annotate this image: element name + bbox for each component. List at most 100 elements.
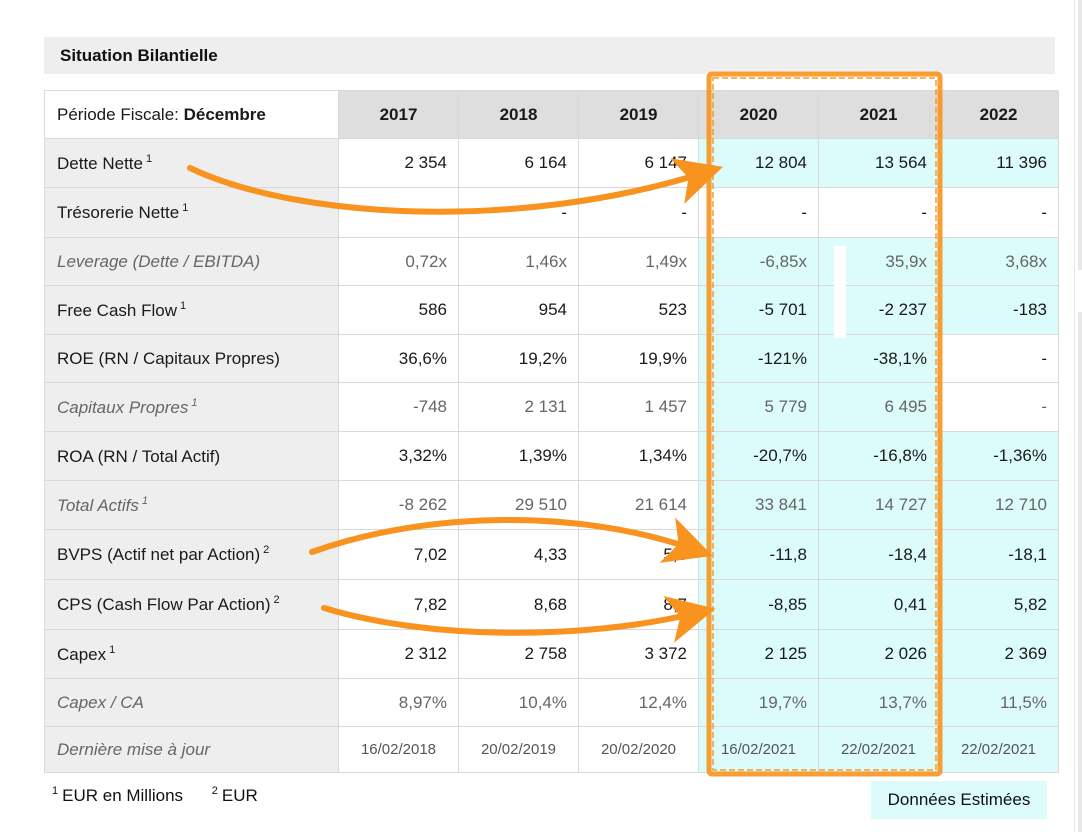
table-cell: 8,68 — [458, 579, 579, 630]
row-label: CPS (Cash Flow Par Action) 2 — [44, 579, 339, 630]
table-cell-estimated: 2 026 — [818, 629, 939, 679]
table-row: ROE (RN / Capitaux Propres) 36,6% 19,2% … — [44, 334, 1059, 383]
row-label-text: Capex / CA — [57, 693, 144, 712]
row-label: Capex 1 — [44, 629, 339, 679]
row-label-text: Capitaux Propres — [57, 397, 189, 417]
footnote-mark: 1 — [109, 643, 116, 656]
scrollbar-thumb[interactable] — [1078, 312, 1082, 832]
table-cell: 8,97% — [338, 678, 459, 727]
row-label: Total Actifs 1 — [44, 480, 339, 530]
table-cell: 29 510 — [458, 480, 579, 530]
table-cell: 1,49x — [578, 237, 699, 286]
table-cell-estimated: -1,36% — [938, 431, 1059, 481]
table-cell-estimated: 3,68x — [938, 237, 1059, 286]
scrollbar-thumb[interactable] — [1078, 0, 1082, 270]
fiscal-period-label: Période Fiscale: — [57, 104, 184, 124]
footnote-mark: 1 — [146, 152, 153, 165]
row-label-text: Dette Nette — [57, 153, 143, 173]
table-cell: 7,02 — [338, 529, 459, 580]
table-cell-estimated: 13,7% — [818, 678, 939, 727]
table-row: ROA (RN / Total Actif) 3,32% 1,39% 1,34%… — [44, 431, 1059, 481]
table-header-row: Période Fiscale: Décembre 2017 2018 2019… — [44, 90, 1059, 139]
table-cell: 36,6% — [338, 334, 459, 383]
table-cell: 4,33 — [458, 529, 579, 580]
table-cell: 3 372 — [578, 629, 699, 679]
footnote-mark: 1 — [191, 396, 198, 409]
table-cell-estimated: 12 804 — [698, 138, 819, 188]
table-cell: - — [938, 334, 1059, 383]
row-label: ROA (RN / Total Actif) — [44, 431, 339, 481]
table-cell: -8 262 — [338, 480, 459, 530]
table-row: Trésorerie Nette 1 - - - - - - — [44, 187, 1059, 238]
year-header: 2019 — [578, 90, 699, 139]
table-cell: - — [938, 382, 1059, 432]
table-cell-estimated: 16/02/2021 — [698, 726, 819, 773]
table-row: Dernière mise à jour 16/02/2018 20/02/20… — [44, 726, 1059, 773]
table-cell: - — [578, 187, 699, 238]
table-row: Free Cash Flow 1 586 954 523 -5 701 -2 23… — [44, 285, 1059, 335]
table-cell: - — [698, 187, 819, 238]
footnote-mark: 1 — [141, 494, 149, 507]
table-cell-estimated: 22/02/2021 — [938, 726, 1059, 773]
footnote-1: 1 EUR en Millions — [52, 785, 183, 805]
table-cell-estimated: -20,7% — [698, 431, 819, 481]
footnote-mark: 1 — [179, 299, 187, 312]
table-row: Dette Nette 1 2 354 6 164 6 147 12 804 13… — [44, 138, 1059, 188]
row-label-text: Dernière mise à jour — [57, 740, 211, 759]
row-label-text: BVPS (Actif net par Action) — [57, 545, 261, 564]
row-label: Dernière mise à jour — [44, 726, 339, 773]
table-cell-estimated: 2 369 — [938, 629, 1059, 679]
table-cell: -748 — [338, 382, 459, 432]
row-label-text: Leverage (Dette / EBITDA) — [57, 252, 261, 271]
table-cell: 954 — [458, 285, 579, 335]
table-cell: 523 — [578, 285, 699, 335]
row-label-text: Trésorerie Nette — [57, 203, 180, 222]
table-cell: 5,3 — [578, 529, 699, 580]
table-cell-estimated: 14 727 — [818, 480, 939, 530]
table-cell-estimated: 11 396 — [938, 138, 1059, 188]
table-cell-estimated: 12 710 — [938, 480, 1059, 530]
table-cell: 586 — [338, 285, 459, 335]
table-cell: 20/02/2019 — [458, 726, 579, 773]
row-label: ROE (RN / Capitaux Propres) — [44, 334, 339, 383]
table-cell-estimated: -11,8 — [698, 529, 819, 580]
fiscal-period-cell: Période Fiscale: Décembre — [44, 90, 339, 139]
row-label: Capex / CA — [44, 678, 339, 727]
table-row: Capex / CA 8,97% 10,4% 12,4% 19,7% 13,7%… — [44, 678, 1059, 727]
row-label-text: ROA (RN / Total Actif) — [57, 446, 221, 466]
row-label: Capitaux Propres 1 — [44, 382, 339, 432]
row-label-text: Capex — [57, 644, 107, 664]
table-cell: 16/02/2018 — [338, 726, 459, 773]
row-label-text: CPS (Cash Flow Par Action) — [57, 595, 271, 614]
balance-sheet-table: Période Fiscale: Décembre 2017 2018 2019… — [44, 90, 1059, 773]
table-cell: - — [818, 187, 939, 238]
section-title: Situation Bilantielle — [44, 37, 1055, 74]
table-cell: 1,46x — [458, 237, 579, 286]
table-cell: 8,7 — [578, 579, 699, 630]
table-cell: 1 457 — [578, 382, 699, 432]
table-cell-estimated: 2 125 — [698, 629, 819, 679]
table-cell: 19,2% — [458, 334, 579, 383]
table-cell-estimated: -183 — [938, 285, 1059, 335]
table-cell: 19,9% — [578, 334, 699, 383]
table-cell-estimated: 0,41 — [818, 579, 939, 630]
table-cell: 6 147 — [578, 138, 699, 188]
footnote-mark: 2 — [263, 544, 270, 556]
row-label-text: Free Cash Flow — [57, 300, 177, 320]
table-cell-estimated: -18,4 — [818, 529, 939, 580]
table-cell-estimated: 22/02/2021 — [818, 726, 939, 773]
table-cell: 10,4% — [458, 678, 579, 727]
year-header: 2020 — [698, 90, 819, 139]
table-cell-estimated: 33 841 — [698, 480, 819, 530]
table-row: Capitaux Propres 1 -748 2 131 1 457 5 779… — [44, 382, 1059, 432]
table-cell: 2 354 — [338, 138, 459, 188]
table-cell: 0,72x — [338, 237, 459, 286]
footnote-text: EUR — [221, 786, 258, 805]
footnote-mark: 2 — [273, 594, 280, 606]
table-cell-estimated: 19,7% — [698, 678, 819, 727]
table-cell: 1,34% — [578, 431, 699, 481]
row-label: Free Cash Flow 1 — [44, 285, 339, 335]
year-header: 2022 — [938, 90, 1059, 139]
table-cell-estimated: -38,1% — [818, 334, 939, 383]
table-cell: 2 131 — [458, 382, 579, 432]
